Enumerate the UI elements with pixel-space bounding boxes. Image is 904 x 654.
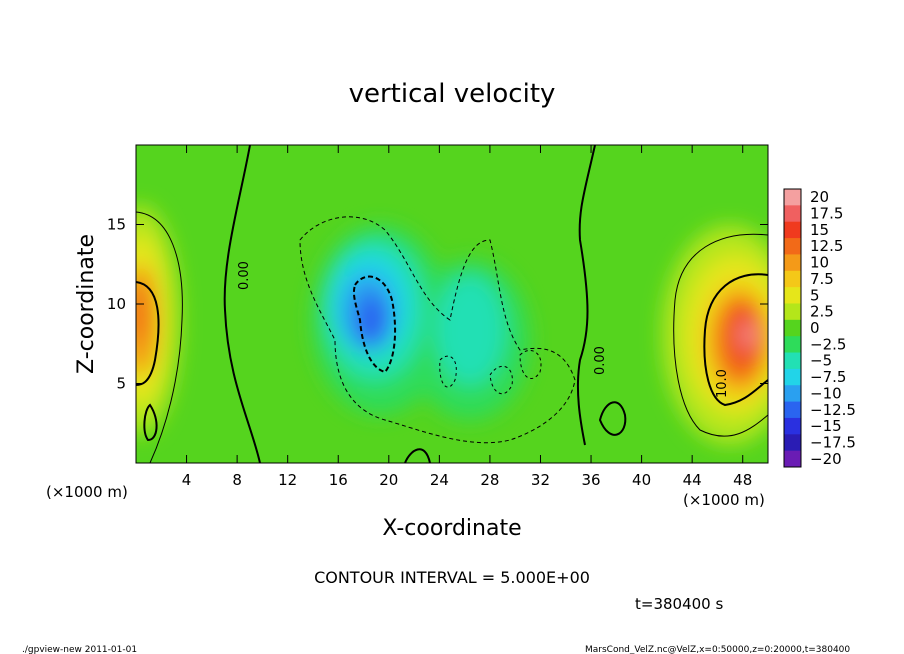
contour-label: 0.00 <box>237 261 252 290</box>
colorbar-label: −5 <box>810 352 832 370</box>
contour-label-layer: 0.00 0.00 10.0 <box>237 261 730 398</box>
colorbar-label: −10 <box>810 384 842 402</box>
x-unit-right: (×1000 m) <box>683 491 765 509</box>
colorbar-swatch <box>784 319 801 337</box>
footer-left: ./gpview-new 2011-01-01 <box>22 645 137 654</box>
colorbar-label: 10 <box>810 254 829 272</box>
footer-right: MarsCond_VelZ.nc@VelZ,x=0:50000,z=0:2000… <box>585 645 850 654</box>
colorbar: 2017.51512.5107.552.50−2.5−5−7.5−10−12.5… <box>783 188 856 468</box>
y-tick-label: 10 <box>107 295 126 313</box>
colorbar-swatch <box>784 368 801 386</box>
colorbar-swatch <box>784 434 801 452</box>
y-tick-label: 15 <box>107 216 126 234</box>
contour-lines <box>136 145 768 463</box>
x-unit-left: (×1000 m) <box>46 483 128 501</box>
colorbar-label: −12.5 <box>810 401 856 419</box>
x-tick-label: 24 <box>430 471 449 489</box>
colorbar-swatch <box>784 221 801 239</box>
x-tick-label: 20 <box>379 471 398 489</box>
colorbar-label: 20 <box>810 188 829 206</box>
colorbar-label: 2.5 <box>810 303 834 321</box>
colorbar-swatch <box>784 303 801 321</box>
y-axis: 5 10 15 <box>107 216 768 393</box>
colorbar-swatch <box>784 238 801 255</box>
colorbar-label: 15 <box>810 221 829 239</box>
x-tick-label: 48 <box>733 471 752 489</box>
x-axis-label: X-coordinate <box>382 516 521 541</box>
y-tick-label: 5 <box>116 375 126 393</box>
x-tick-label: 32 <box>531 471 550 489</box>
x-tick-label: 28 <box>480 471 499 489</box>
x-tick-label: 16 <box>329 471 348 489</box>
heatmap-field <box>136 145 768 463</box>
y-axis-label: Z-coordinate <box>74 234 99 374</box>
colorbar-label: −7.5 <box>810 368 846 386</box>
x-tick-label: 44 <box>683 471 702 489</box>
colorbar-swatch <box>784 385 801 403</box>
x-tick-label: 4 <box>182 471 192 489</box>
colorbar-swatch <box>784 352 801 370</box>
colorbar-label: 5 <box>810 286 820 304</box>
x-tick-label: 40 <box>632 471 651 489</box>
colorbar-swatch <box>784 270 801 288</box>
colorbar-label: −17.5 <box>810 433 856 451</box>
time-label: t=380400 s <box>635 595 723 613</box>
x-tick-label: 8 <box>232 471 242 489</box>
colorbar-swatch <box>784 450 801 468</box>
contour-interval: CONTOUR INTERVAL = 5.000E+00 <box>314 568 590 587</box>
colorbar-label: −2.5 <box>810 335 846 353</box>
colorbar-swatch <box>784 189 801 206</box>
contour-label: 0.00 <box>593 346 608 375</box>
colorbar-swatch <box>784 287 801 304</box>
colorbar-frame <box>783 188 802 468</box>
x-tick-label: 36 <box>581 471 600 489</box>
colorbar-label: 17.5 <box>810 205 843 223</box>
colorbar-label: 12.5 <box>810 237 843 255</box>
x-axis: 4 8 12 16 20 24 28 32 36 40 44 48 <box>182 145 752 489</box>
contour-label: 10.0 <box>715 369 730 398</box>
x-tick-label: 12 <box>278 471 297 489</box>
colorbar-label: −15 <box>810 417 842 435</box>
colorbar-label: 7.5 <box>810 270 834 288</box>
chart-title: vertical velocity <box>349 79 556 109</box>
colorbar-swatch <box>784 401 801 419</box>
colorbar-swatch <box>784 205 801 223</box>
colorbar-label: 0 <box>810 319 820 337</box>
colorbar-swatch <box>784 254 801 272</box>
colorbar-swatch <box>784 417 801 435</box>
colorbar-swatch <box>784 336 801 354</box>
colorbar-label: −20 <box>810 450 842 468</box>
